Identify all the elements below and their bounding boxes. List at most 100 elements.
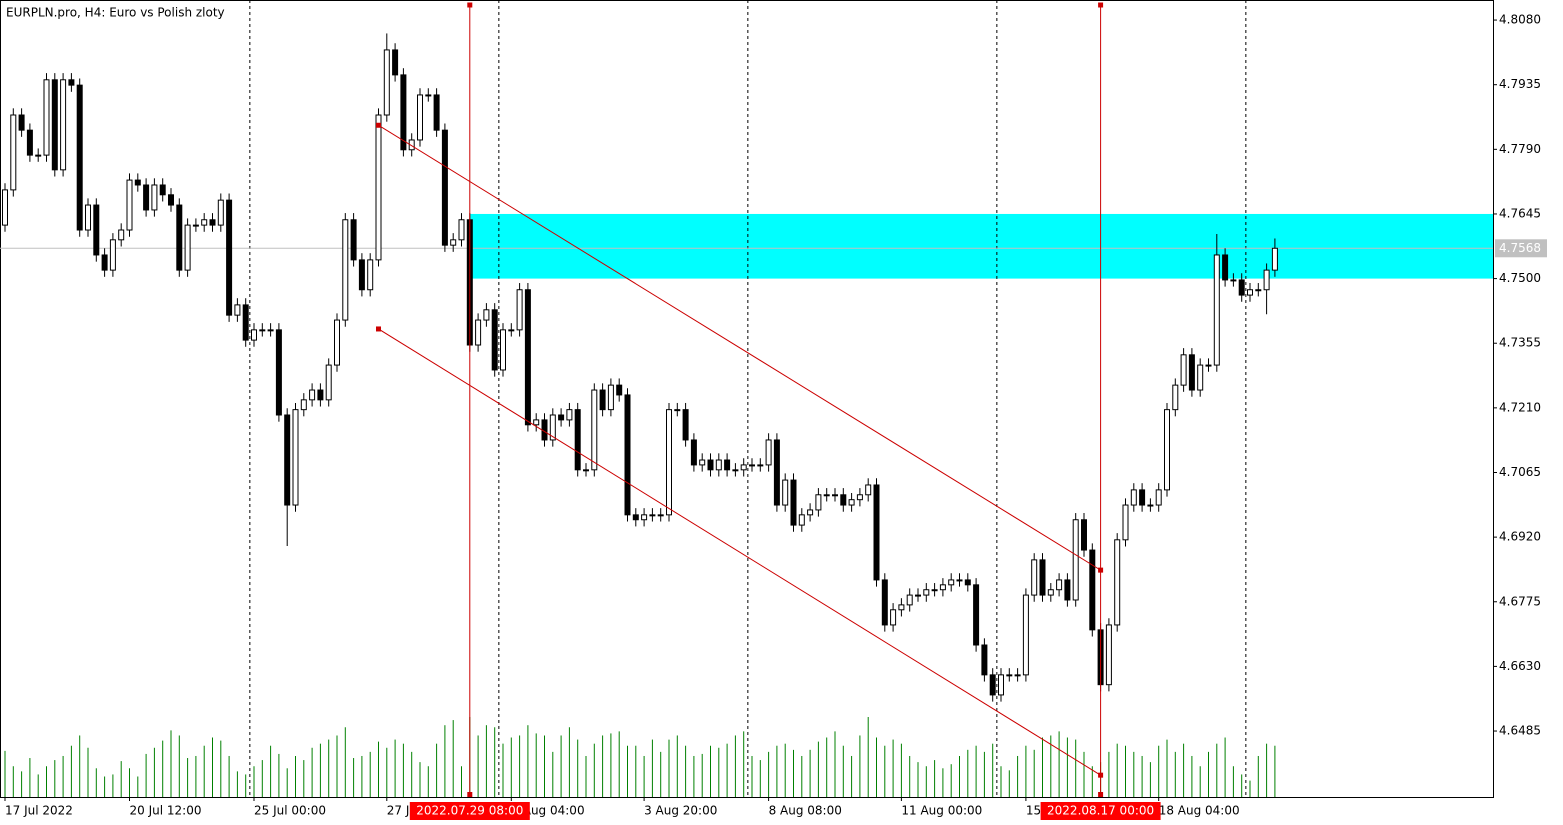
candle-body <box>1072 519 1079 601</box>
candle-body <box>840 494 847 506</box>
candle-body <box>209 219 216 226</box>
candle-body <box>334 319 340 366</box>
candle-body <box>126 179 133 231</box>
candle-body <box>1230 279 1237 282</box>
candle-body <box>259 329 266 332</box>
candle-body <box>591 389 598 471</box>
candle-body <box>284 414 291 506</box>
candle-body <box>856 494 863 501</box>
candle-body <box>657 514 664 517</box>
candle-body <box>898 604 905 611</box>
cursor-end <box>1098 2 1104 8</box>
candle-body <box>798 514 805 526</box>
candle-body <box>948 579 955 586</box>
candle-body <box>10 114 17 191</box>
candle-body <box>350 219 357 261</box>
candle-body <box>939 584 946 591</box>
candle-body <box>715 459 722 471</box>
last-price-label: 4.7568 <box>1499 241 1541 255</box>
candle-body <box>43 79 50 156</box>
candle-body <box>267 329 274 332</box>
candle-body <box>848 499 855 506</box>
candle-body <box>176 204 183 271</box>
candle-body <box>483 309 490 321</box>
candle-body <box>815 494 822 511</box>
candle-body <box>749 464 755 467</box>
candle-body <box>1222 254 1229 281</box>
candle-body <box>275 329 282 416</box>
candle-body <box>242 304 249 341</box>
y-tick-label: 4.6920 <box>1499 530 1541 544</box>
candle-body <box>724 459 731 471</box>
candle-body <box>757 464 764 467</box>
x-tick-label: 25 Jul 00:00 <box>254 804 326 818</box>
candle-body <box>881 579 888 626</box>
candle-body <box>433 94 440 131</box>
x-tick-label: 8 Aug 08:00 <box>769 804 842 818</box>
candle-body <box>1164 409 1170 491</box>
candle-body <box>1255 289 1262 292</box>
cursor-label-bg <box>1040 802 1161 820</box>
candle-body <box>184 224 191 271</box>
plot-frame <box>0 0 1494 798</box>
candle-body <box>192 224 199 227</box>
candle-body <box>1271 247 1278 271</box>
candle-body <box>1031 559 1038 596</box>
candle-body <box>1263 269 1270 291</box>
candle-body <box>500 329 506 371</box>
candle-body <box>309 389 316 401</box>
candle-body <box>765 439 772 466</box>
candle-body <box>516 289 523 331</box>
candle-body <box>989 674 996 696</box>
candle-body <box>1247 289 1253 296</box>
candle-body <box>292 409 299 506</box>
candle-body <box>85 204 91 231</box>
candle-body <box>68 79 75 86</box>
cursor-end <box>467 792 473 797</box>
candle-body <box>740 464 747 471</box>
candle-body <box>217 199 224 226</box>
channel-line <box>378 328 1101 776</box>
candle-body <box>533 419 540 426</box>
candle-body <box>674 409 681 412</box>
candle-body <box>682 409 689 441</box>
y-tick-label: 4.7645 <box>1499 206 1541 220</box>
candle-body <box>1180 354 1187 386</box>
candle-body <box>782 479 789 506</box>
candle-body <box>93 204 100 256</box>
y-tick-label: 4.7935 <box>1499 77 1541 91</box>
cursor-end <box>1098 792 1104 797</box>
candle-body <box>458 219 465 241</box>
x-tick-label: 20 Jul 12:00 <box>130 804 202 818</box>
candle-body <box>226 199 233 316</box>
candle-body <box>151 184 158 211</box>
candle-body <box>690 439 697 466</box>
candle-body <box>1130 489 1137 506</box>
candle-body <box>1081 519 1087 551</box>
candle-body <box>890 609 897 626</box>
channel-line <box>378 124 1101 571</box>
y-tick-label: 4.7790 <box>1499 142 1541 156</box>
candle-body <box>1114 539 1121 626</box>
candle-body <box>1197 364 1204 391</box>
candle-body <box>35 154 42 157</box>
candle-body <box>566 409 573 421</box>
candle-body <box>317 389 324 401</box>
candle-body <box>26 129 33 156</box>
candle-body <box>1147 504 1154 507</box>
candle-body <box>201 219 208 226</box>
candle-body <box>616 384 623 396</box>
candle-body <box>342 219 349 321</box>
x-tick-label: 3 Aug 20:00 <box>644 804 717 818</box>
candle-body <box>508 329 515 332</box>
candle-body <box>649 514 656 517</box>
candle-body <box>1213 254 1220 366</box>
candle-body <box>1006 674 1013 677</box>
candle-body <box>1014 674 1021 677</box>
cursor-end <box>467 2 473 8</box>
candle-body <box>790 479 797 526</box>
candle-body <box>1047 589 1054 596</box>
y-tick-label: 4.7065 <box>1499 465 1541 479</box>
candle-body <box>699 459 706 466</box>
